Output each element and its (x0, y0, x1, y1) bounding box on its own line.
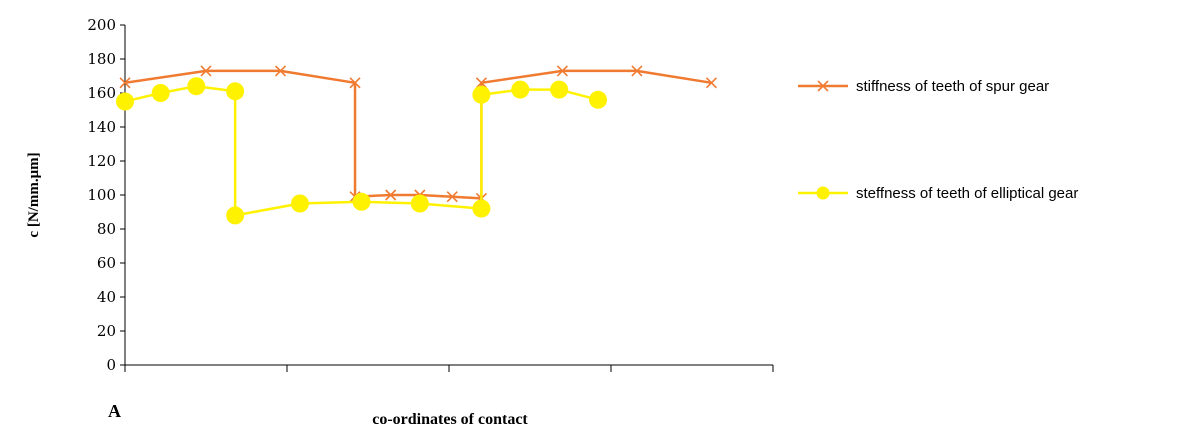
data-point-x-marker (475, 77, 487, 89)
data-point-x-marker (705, 77, 718, 89)
data-point-circle-marker (226, 206, 245, 225)
y-tick-label: 80 (97, 220, 116, 238)
data-point-x-marker (200, 65, 212, 77)
y-tick-label: 40 (97, 288, 116, 306)
data-point-x-marker (274, 65, 287, 77)
data-point-circle-marker (511, 80, 530, 99)
y-tick-label: 60 (97, 254, 116, 272)
plot-area (116, 65, 718, 225)
legend-marker-circle (816, 186, 830, 200)
data-point-circle-marker (550, 80, 569, 99)
data-point-x-marker (349, 77, 361, 89)
y-tick-label: 140 (87, 118, 116, 136)
y-tick-label: 0 (106, 356, 116, 374)
y-tick-label: 180 (87, 50, 116, 68)
legend: stiffness of teeth of spur gear steffness… (798, 78, 1078, 202)
data-point-circle-marker (290, 194, 309, 213)
y-tick-label: 120 (87, 152, 116, 170)
data-point-x-marker (446, 191, 458, 203)
legend-marker-x (817, 80, 829, 92)
data-point-circle-marker (472, 85, 491, 104)
y-tick-labels: 0 20 40 60 80 100 120 140 160 180 200 (87, 16, 116, 374)
data-point-circle-marker (589, 90, 608, 109)
data-point-circle-marker (410, 194, 429, 213)
y-axis-label: c [N/mm.μm] (26, 152, 42, 237)
series-line-1 (124, 69, 712, 200)
data-point-x-marker (119, 77, 131, 89)
data-point-x-marker (556, 65, 568, 77)
corner-label-a: A (108, 401, 121, 421)
x-axis-label: co-ordinates of contact (372, 411, 528, 428)
data-point-circle-marker (151, 84, 170, 102)
data-point-circle-marker (352, 192, 371, 211)
legend-label: steffness of teeth of elliptical gear (856, 185, 1078, 202)
data-point-x-marker (631, 65, 643, 77)
y-tick-label: 20 (97, 322, 116, 340)
data-point-circle-marker (187, 77, 206, 96)
data-point-x-marker (385, 189, 397, 201)
data-point-circle-marker (116, 92, 134, 111)
data-point-circle-marker (472, 199, 491, 218)
legend-label: stiffness of teeth of spur gear (856, 78, 1049, 95)
y-tick-label: 100 (87, 186, 116, 204)
y-tick-label: 200 (87, 16, 116, 34)
data-point-circle-marker (226, 82, 245, 101)
y-tick-label: 160 (87, 84, 116, 102)
